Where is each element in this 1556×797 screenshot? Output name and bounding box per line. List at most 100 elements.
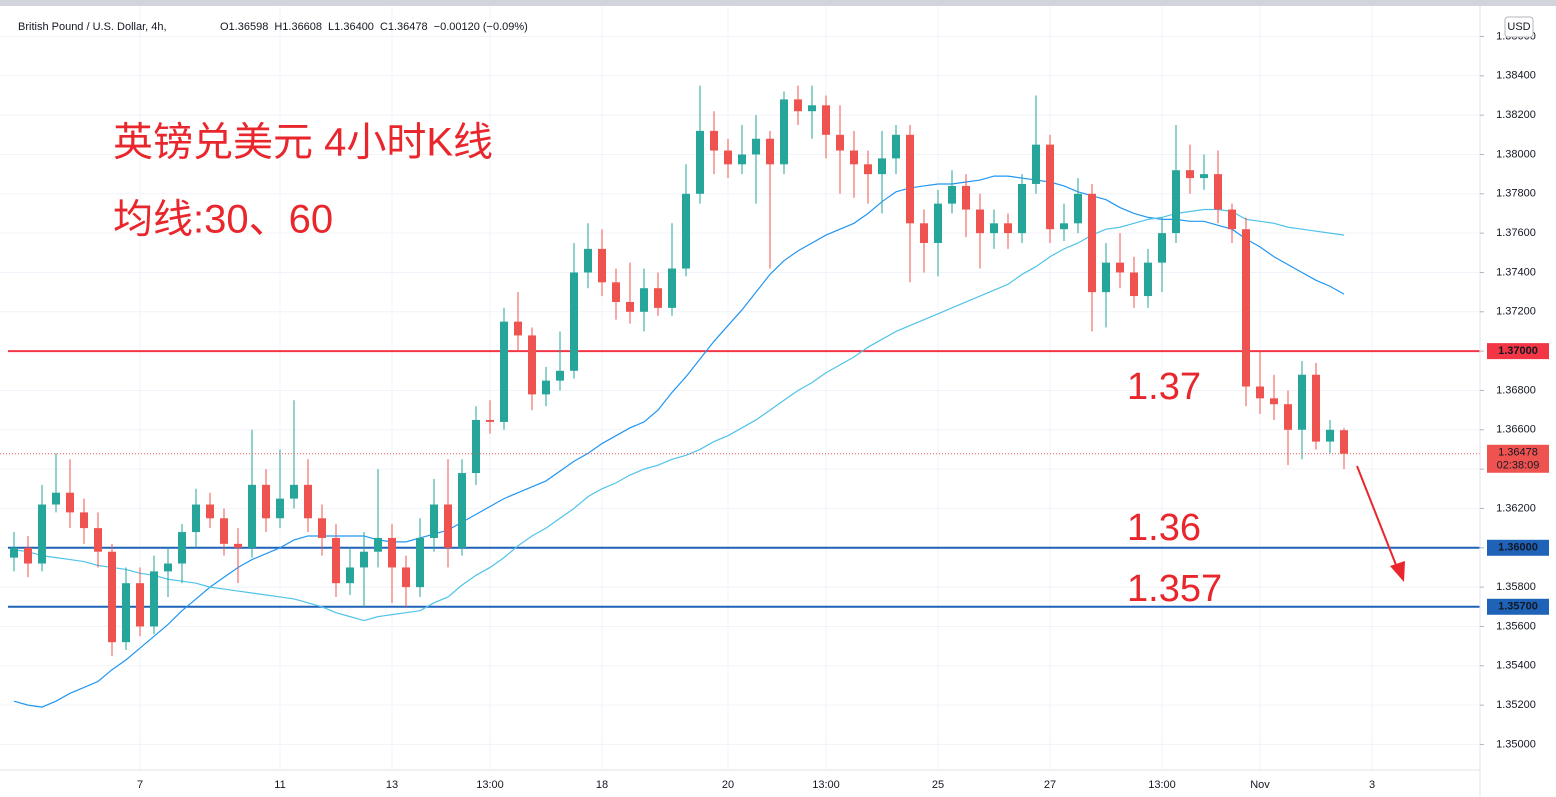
candle-body [1088,193,1096,293]
candle-body [1046,144,1054,230]
candle-body [934,203,942,243]
candle-body [1298,374,1306,430]
candle-body [276,498,284,519]
candle-body [178,532,186,564]
level-annotation: 1.37 [1127,366,1201,408]
candle-body [416,537,424,588]
level-annotation: 1.357 [1127,568,1222,610]
candle-body [612,282,620,302]
currency-box [1504,16,1534,38]
candle-body [122,583,130,643]
candle-body [682,193,690,269]
price-tag [1487,598,1549,615]
candle-body [1060,223,1068,230]
level-annotation: 1.36 [1127,507,1201,549]
x-tick-label: 13:00 [476,779,504,791]
top-border [0,0,1556,6]
price-tag [1487,539,1549,556]
candle-body [388,537,396,568]
candle-body [318,518,326,538]
candle-body [66,492,74,513]
ohlc-value: O1.36598 [220,21,268,33]
candle-body [500,321,508,422]
candle-body [514,321,522,336]
last-price-label: 1.36478 [1498,447,1538,459]
candle-body [654,288,662,308]
candle-body [1018,183,1026,234]
candle-body [892,134,900,159]
candle-body [1144,262,1152,297]
candle-body [402,567,410,588]
y-tick-label: 1.35800 [1496,581,1536,593]
candle-body [570,272,578,371]
candle-body [724,150,732,165]
candle-body [864,164,872,175]
y-tick-label: 1.36600 [1496,424,1536,436]
candle-body [738,154,746,165]
candle-body [920,223,928,243]
candle-body [1186,170,1194,179]
candle-body [1200,174,1208,179]
candle-body [220,518,228,544]
moving-average [13,208,1345,622]
price-tag-label: 1.36000 [1498,542,1538,554]
candle-body [136,583,144,627]
y-tick-label: 1.35000 [1496,738,1536,750]
candle-body [332,537,340,584]
candle-body [948,185,956,204]
y-tick-label: 1.35600 [1496,620,1536,632]
ohlc-value: L1.36400 [328,21,374,33]
x-tick-label: 18 [596,779,608,791]
title: 英镑兑美元 4小时K线 [113,121,493,165]
candle-body [850,150,858,165]
candle-body [304,484,312,519]
candle-body [164,563,172,572]
candle-body [206,504,214,519]
candle-body [1130,272,1138,297]
candle-body [976,209,984,234]
candle-body [1242,229,1250,387]
candle-body [150,571,158,627]
x-tick-label: 27 [1044,779,1056,791]
candle-body [1116,262,1124,273]
candle-body [766,138,774,165]
candle-body [374,537,382,552]
candle-body [878,158,886,175]
candle-body [1270,398,1278,405]
candle-body [710,130,718,151]
y-tick-label: 1.37800 [1496,188,1536,200]
candle-body [458,473,466,548]
candle-body [584,248,592,273]
candle-body [430,504,438,538]
candle-body [1172,170,1180,234]
change: −0.00120 (−0.09%) [434,21,528,33]
price-axis: 1.35000 1.35200 1.35400 1.35600 1.35800 1.360… [1480,30,1549,750]
moving-average [13,175,1345,708]
candle-body [1074,193,1082,224]
candle-body [1326,429,1334,442]
price-tag [1487,343,1549,360]
candle-body [556,370,564,381]
ohlc-value: C1.36478 [380,21,428,33]
candle-body [52,492,60,505]
candle-body [262,484,270,519]
candle-body [1102,262,1110,293]
candle-body [542,380,550,395]
candle-body [360,551,368,568]
countdown: 02:38:09 [1497,460,1540,472]
candle-body [80,512,88,529]
candle-body [1256,386,1264,399]
currency: USD [1507,21,1530,33]
candle-body [752,138,760,155]
candle-body [486,419,494,422]
y-tick-label: 1.38200 [1496,109,1536,121]
y-tick-label: 1.38000 [1496,148,1536,160]
x-tick-label: 7 [137,779,143,791]
candle-body [1284,404,1292,430]
candle-body [1004,223,1012,234]
x-tick-label: Nov [1250,779,1270,791]
ohlc-header: O1.36598 H1.36608 L1.36400 C1.36478 −0.00120… [220,21,528,33]
candle-body [822,105,830,135]
ohlc-value: H1.36608 [274,21,322,33]
